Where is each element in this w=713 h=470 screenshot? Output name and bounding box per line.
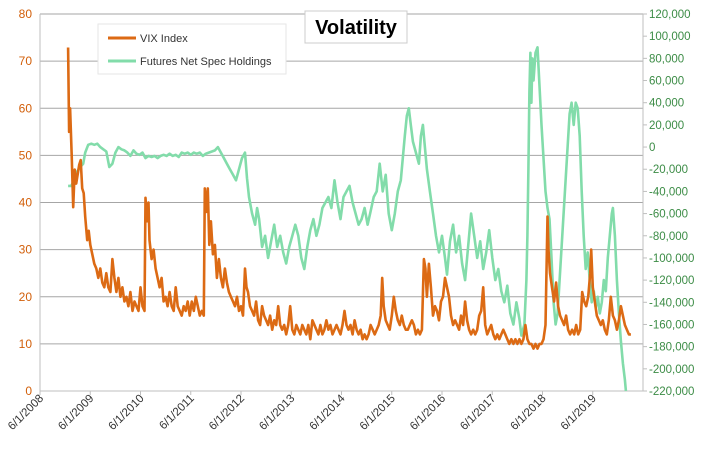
right-tick-label: -180,000 bbox=[649, 342, 694, 354]
legend-label-futures: Futures Net Spec Holdings bbox=[140, 56, 272, 68]
right-tick-label: -120,000 bbox=[649, 275, 694, 287]
series-line-vix bbox=[66, 47, 631, 350]
left-tick-label: 20 bbox=[19, 290, 33, 304]
right-tick-label: 20,000 bbox=[649, 120, 684, 132]
right-tick-label: -80,000 bbox=[649, 231, 688, 243]
right-tick-label: -20,000 bbox=[649, 164, 688, 176]
left-tick-label: 0 bbox=[25, 384, 32, 398]
right-tick-label: -140,000 bbox=[649, 297, 694, 309]
right-tick-label: -100,000 bbox=[649, 253, 694, 265]
left-tick-label: 10 bbox=[19, 337, 33, 351]
left-tick-label: 70 bbox=[19, 54, 33, 68]
left-tick-label: 60 bbox=[19, 101, 33, 115]
right-tick-label: 40,000 bbox=[649, 98, 684, 110]
right-tick-label: -200,000 bbox=[649, 364, 694, 376]
left-tick-label: 50 bbox=[19, 148, 33, 162]
right-tick-label: -40,000 bbox=[649, 186, 688, 198]
right-tick-label: -220,000 bbox=[649, 386, 694, 398]
right-tick-label: -160,000 bbox=[649, 319, 694, 331]
series-layer bbox=[66, 46, 631, 392]
left-axis-ticks: 0 10 20 30 40 50 60 70 80 bbox=[19, 7, 33, 398]
right-tick-label: 0 bbox=[649, 142, 655, 154]
chart-title: Volatility bbox=[304, 10, 408, 44]
legend: VIX Index Futures Net Spec Holdings bbox=[97, 23, 287, 75]
right-tick-label: 80,000 bbox=[649, 53, 684, 65]
right-axis-ticks: -220,000 -200,000 -180,000 -160,000 -140,000… bbox=[643, 9, 694, 398]
left-tick-label: 30 bbox=[19, 243, 33, 257]
series-line-futures bbox=[68, 46, 628, 392]
left-tick-label: 40 bbox=[19, 196, 33, 210]
right-tick-label: 100,000 bbox=[649, 31, 691, 43]
chart-title-text: Volatility bbox=[315, 17, 398, 39]
legend-box bbox=[97, 23, 287, 75]
right-tick-label: 120,000 bbox=[649, 9, 691, 21]
right-tick-label: 60,000 bbox=[649, 76, 684, 88]
title-box bbox=[304, 10, 408, 44]
left-tick-label: 80 bbox=[19, 7, 33, 21]
right-tick-label: -60,000 bbox=[649, 209, 688, 221]
legend-label-vix: VIX Index bbox=[140, 33, 188, 45]
